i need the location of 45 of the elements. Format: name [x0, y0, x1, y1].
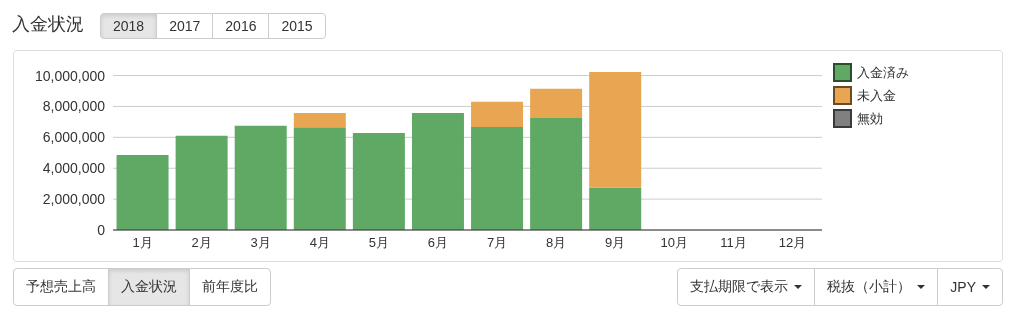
x-tick-label: 4月: [309, 235, 330, 251]
x-tick-label: 7月: [486, 235, 508, 251]
x-tick-label: 10月: [660, 235, 689, 251]
bar: [293, 112, 346, 128]
bar: [471, 101, 524, 127]
bar: [471, 126, 524, 230]
x-tick-label: 1月: [132, 235, 153, 251]
y-tick-label: 2,000,000: [42, 191, 106, 208]
x-tick-label: 6月: [427, 235, 449, 251]
bar: [293, 127, 346, 230]
text: 2017: [169, 18, 201, 34]
chart-title: 入金状況: [12, 13, 84, 36]
legend-label: 未入金: [857, 86, 896, 105]
text: JPY: [950, 279, 976, 295]
text: 2015: [281, 18, 313, 34]
x-tick-label: 8月: [546, 235, 567, 251]
y-tick-label: 10,000,000: [34, 67, 106, 84]
text: 支払期限で表示: [690, 278, 789, 296]
bar: [175, 135, 228, 230]
legend-label: 無効: [857, 109, 883, 128]
text: 2018: [113, 18, 145, 34]
x-tick-label: 3月: [250, 235, 271, 251]
bar: [589, 187, 642, 230]
text: 税抜（小計）: [827, 278, 912, 296]
x-tick-label: 5月: [368, 235, 389, 251]
y-tick-label: 8,000,000: [42, 98, 106, 115]
bar: [589, 72, 642, 188]
bar: [116, 155, 169, 230]
x-tick-label: 9月: [605, 235, 626, 251]
x-tick-label: 11月: [720, 235, 747, 251]
x-tick-label: 12月: [778, 235, 807, 251]
text: 前年度比: [202, 278, 258, 296]
y-tick-label: 6,000,000: [42, 129, 106, 146]
bar: [530, 88, 583, 119]
y-tick-label: 0: [97, 221, 106, 238]
text: 入金状況: [121, 278, 177, 296]
x-tick-label: 2月: [191, 235, 212, 251]
text: 予想売上高: [26, 278, 96, 296]
y-tick-label: 4,000,000: [42, 160, 106, 177]
legend-label: 入金済み: [857, 63, 909, 82]
text: 2016: [225, 18, 257, 34]
bar: [352, 133, 405, 230]
bar: [234, 125, 287, 230]
bar: [411, 112, 464, 230]
bar: [530, 118, 583, 230]
